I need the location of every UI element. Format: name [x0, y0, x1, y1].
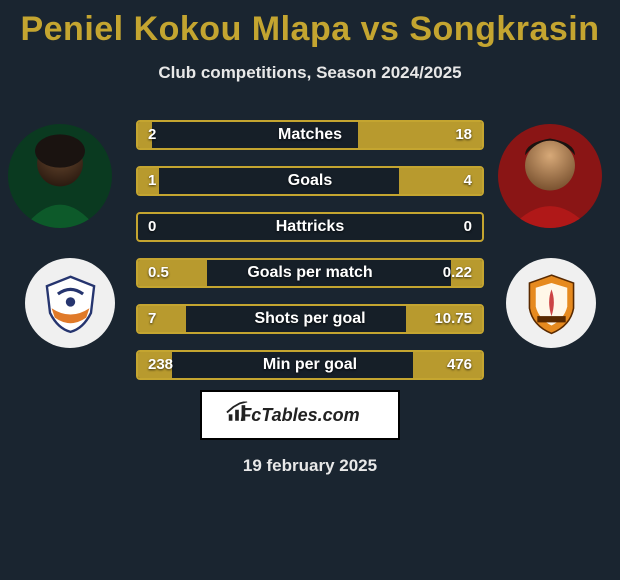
club-crest-icon — [39, 272, 102, 335]
date-label: 19 february 2025 — [0, 456, 620, 476]
branding-text: FcTables.com — [240, 405, 359, 426]
stat-metric-label: Min per goal — [138, 352, 482, 378]
stat-metric-label: Matches — [138, 122, 482, 148]
branding-chart-icon — [226, 402, 248, 429]
avatar-placeholder-icon — [498, 124, 602, 228]
stat-metric-label: Shots per goal — [138, 306, 482, 332]
stat-metric-label: Goals — [138, 168, 482, 194]
branding-badge: FcTables.com — [200, 390, 400, 440]
stat-row: 238476Min per goal — [136, 350, 484, 380]
comparison-bars: 218Matches 14Goals 00Hattricks 0.50.22Goals… — [136, 120, 484, 396]
player-left-avatar — [8, 124, 112, 228]
stat-row: 14Goals — [136, 166, 484, 196]
stat-row: 00Hattricks — [136, 212, 484, 242]
page-title: Peniel Kokou Mlapa vs Songkrasin — [0, 0, 620, 49]
stat-row: 0.50.22Goals per match — [136, 258, 484, 288]
player-left-club-crest — [25, 258, 115, 348]
stat-metric-label: Hattricks — [138, 214, 482, 240]
club-crest-icon — [520, 272, 583, 335]
stat-row: 218Matches — [136, 120, 484, 150]
subtitle: Club competitions, Season 2024/2025 — [0, 63, 620, 83]
stat-metric-label: Goals per match — [138, 260, 482, 286]
avatar-placeholder-icon — [8, 124, 112, 228]
stat-row: 710.75Shots per goal — [136, 304, 484, 334]
player-right-avatar — [498, 124, 602, 228]
player-right-club-crest — [506, 258, 596, 348]
